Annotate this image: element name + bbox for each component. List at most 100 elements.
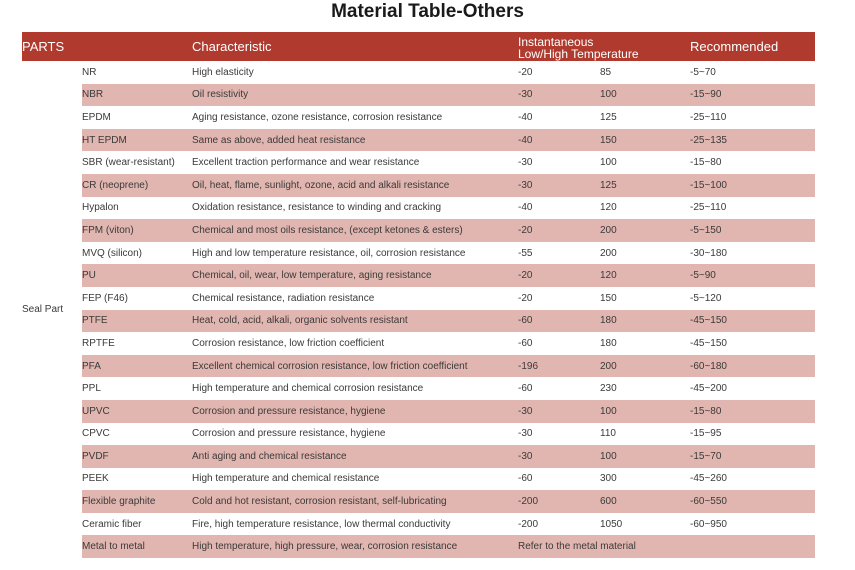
cell-characteristic: High temperature and chemical resistance [192, 473, 380, 485]
cell-recommended: -15~80 [690, 157, 722, 169]
cell-characteristic: Chemical resistance, radiation resistanc… [192, 292, 375, 304]
header-instantaneous: Instantaneous Low/High Temperature [518, 32, 690, 61]
cell-low-temp: -30 [518, 83, 600, 107]
header-parts: PARTS [22, 39, 65, 54]
cell-part: PTFE [82, 309, 192, 333]
table-row: Ceramic fiber Fire, high temperature resi… [22, 513, 815, 536]
cell-characteristic: Corrosion and pressure resistance, hygie… [192, 428, 386, 440]
cell-part: HT EPDM [82, 128, 192, 152]
cell-part: NR [82, 66, 97, 78]
cell-recommended: -15~95 [690, 428, 722, 440]
cell-recommended: -60~550 [690, 490, 816, 513]
cell-high-temp: 100 [600, 445, 691, 468]
cell-high-temp: 300 [600, 473, 617, 485]
cell-characteristic: High temperature and chemical corrosion … [192, 383, 424, 395]
cell-recommended: -5~90 [690, 264, 816, 287]
cell-high-temp: 120 [600, 202, 617, 214]
cell-low-temp: -40 [518, 111, 533, 123]
table-row: MVQ (silicon) High and low temperature re… [22, 242, 815, 265]
cell-characteristic: Excellent chemical corrosion resistance,… [192, 354, 518, 378]
cell-high-temp: 230 [600, 383, 617, 395]
cell-low-temp: -200 [518, 518, 539, 530]
cell-recommended: -25~110 [690, 111, 727, 123]
cell-characteristic: Oxidation resistance, resistance to wind… [192, 202, 442, 214]
table-row: Flexible graphite Cold and hot resistant,… [22, 490, 816, 513]
cell-high-temp: 120 [600, 264, 691, 287]
cell-high-temp: 1050 [600, 518, 623, 530]
cell-part: NBR [82, 83, 192, 107]
cell-high-temp: 100 [600, 83, 691, 107]
table-row: Metal to metal High temperature, high pre… [22, 535, 816, 559]
cell-recommended: -25~135 [690, 128, 816, 152]
table-row: SBR (wear-resistant) Excellent traction p… [22, 151, 815, 174]
group-label: Seal Part [22, 61, 82, 559]
table-row: PFA Excellent chemical corrosion resistan… [22, 354, 816, 378]
cell-characteristic: High and low temperature resistance, oil… [192, 247, 466, 259]
cell-low-temp: -20 [518, 264, 600, 287]
cell-characteristic: High temperature, high pressure, wear, c… [192, 535, 518, 559]
cell-high-temp: 125 [600, 111, 617, 123]
table-row: CPVC Corrosion and pressure resistance, h… [22, 423, 815, 446]
cell-part: FEP (F46) [82, 292, 128, 304]
cell-recommended [690, 535, 816, 559]
cell-recommended: -15~90 [690, 83, 816, 107]
cell-recommended: -5~120 [690, 292, 722, 304]
cell-high-temp: 150 [600, 292, 617, 304]
cell-low-temp: -60 [518, 473, 533, 485]
cell-high-temp: 200 [600, 219, 691, 242]
cell-part: PVDF [82, 445, 192, 468]
cell-low-temp: -60 [518, 309, 600, 333]
cell-high-temp: 85 [600, 66, 612, 78]
cell-high-temp: 125 [600, 173, 691, 197]
cell-low-temp: -200 [518, 490, 600, 513]
table-body: Seal Part NR High elasticity -20 85 -5~70 NBR O… [22, 61, 816, 559]
cell-part: Hypalon [82, 202, 119, 214]
cell-low-temp: -20 [518, 292, 533, 304]
cell-part: FPM (viton) [82, 219, 192, 242]
header-instantaneous-line1: Instantaneous [518, 35, 594, 49]
cell-recommended: -45~150 [690, 309, 816, 333]
cell-recommended: -45~260 [690, 473, 727, 485]
table-row: PU Chemical, oil, wear, low temperature, … [22, 264, 816, 287]
cell-low-temp: -40 [518, 202, 533, 214]
page-title: Material Table-Others [331, 1, 524, 22]
cell-high-temp: 600 [600, 490, 691, 513]
cell-high-temp: 150 [600, 128, 691, 152]
cell-low-temp: -30 [518, 428, 533, 440]
cell-characteristic: Aging resistance, ozone resistance, corr… [192, 111, 443, 123]
cell-characteristic: Corrosion resistance, low friction coeff… [192, 337, 385, 349]
cell-recommended: -25~110 [690, 202, 727, 214]
cell-recommended: -15~100 [690, 173, 816, 197]
cell-high-temp: 200 [600, 247, 617, 259]
cell-part: PU [82, 264, 192, 287]
header-recommended: Recommended [690, 39, 779, 54]
cell-recommended: -30~180 [690, 247, 727, 259]
table-row: HT EPDM Same as above, added heat resista… [22, 128, 816, 152]
cell-part: Metal to metal [82, 535, 192, 559]
cell-low-temp: -30 [518, 445, 600, 468]
cell-part: Flexible graphite [82, 490, 192, 513]
cell-low-temp: -30 [518, 173, 600, 197]
table-row: Seal Part NR High elasticity -20 85 -5~70 [22, 61, 815, 559]
table-row: EPDM Aging resistance, ozone resistance, … [22, 106, 815, 129]
cell-recommended: -5~70 [690, 66, 716, 78]
cell-characteristic: Excellent traction performance and wear … [192, 157, 420, 169]
cell-part: Ceramic fiber [82, 518, 142, 530]
table-row: PVDF Anti aging and chemical resistance -3… [22, 445, 816, 468]
cell-recommended: -60~950 [690, 518, 727, 530]
cell-low-temp: -196 [518, 354, 600, 378]
cell-recommended: -15~80 [690, 399, 816, 423]
cell-high-temp: 180 [600, 337, 617, 349]
cell-characteristic: Cold and hot resistant, corrosion resist… [192, 490, 518, 513]
cell-part: CPVC [82, 428, 110, 440]
table-header-row: PARTS Characteristic Instantaneous Low/H… [22, 32, 816, 61]
cell-part: CR (neoprene) [82, 173, 192, 197]
cell-high-temp: 200 [600, 354, 691, 378]
cell-recommended: -45~150 [690, 337, 727, 349]
cell-recommended: -60~180 [690, 354, 816, 378]
cell-part: MVQ (silicon) [82, 247, 143, 259]
header-characteristic: Characteristic [192, 39, 272, 54]
cell-note: Refer to the metal material [518, 535, 691, 559]
cell-low-temp: -20 [518, 66, 533, 78]
cell-part: SBR (wear-resistant) [82, 157, 175, 169]
